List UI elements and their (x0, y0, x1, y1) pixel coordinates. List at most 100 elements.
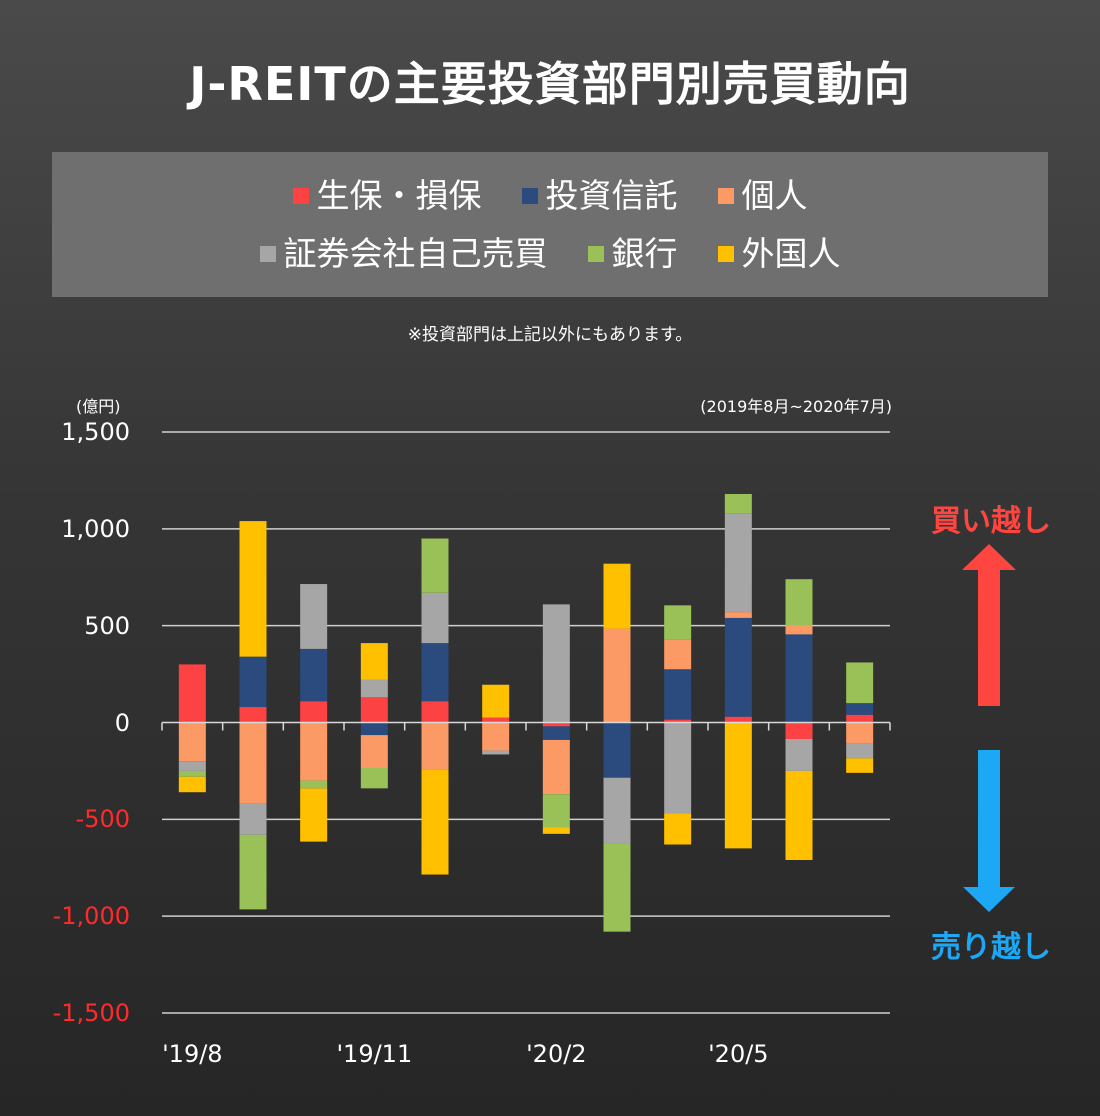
bar-segment (239, 656, 267, 708)
bar-segment (664, 719, 692, 723)
chart-title: J-REITの主要投資部門別売買動向 (189, 57, 911, 111)
y-tick-label: 1,500 (61, 418, 130, 446)
bar-segment (542, 604, 570, 723)
y-tick-label: -1,000 (52, 902, 130, 931)
bar-segment (664, 722, 692, 814)
bar-segment (603, 843, 631, 932)
bar-segment (724, 513, 752, 613)
bar-segment (542, 739, 570, 795)
y-tick-label: 500 (84, 611, 130, 640)
x-tick-label: '20/2 (526, 1040, 587, 1068)
bar-segment (542, 827, 570, 834)
legend-label: 個人 (741, 176, 808, 215)
y-axis-unit: (億円) (76, 397, 121, 416)
bar-segment (300, 722, 328, 781)
bar-segment (724, 716, 752, 723)
bar-segment (724, 612, 752, 618)
bar-segment (664, 813, 692, 845)
bar-segment (603, 777, 631, 844)
legend-label: 投資信託 (545, 176, 678, 215)
legend-item-foreign: 外国人 (717, 234, 841, 274)
x-tick-label: '19/11 (336, 1040, 413, 1068)
bar-segment (482, 750, 510, 755)
bar-segment (360, 643, 388, 680)
legend-row-2: 証券会社自己売買 銀行 外国人 (52, 234, 1048, 274)
bar-segment (846, 722, 874, 744)
bar-segment (239, 521, 267, 657)
y-tick-label: 1,000 (61, 514, 130, 543)
bar-segment (178, 776, 206, 793)
bar-segment (421, 769, 449, 875)
legend-item-insurance: 生保・損保 (292, 176, 482, 216)
bar-segment (542, 726, 570, 740)
bar-segment (785, 634, 813, 723)
bar-segment (421, 538, 449, 593)
legend-swatch (717, 188, 734, 204)
bar-segment (360, 735, 388, 769)
net-buy-label: 買い越し (931, 504, 1051, 539)
direction-arrows (962, 544, 1016, 912)
bar-segment (664, 669, 692, 720)
bar-segment (785, 738, 813, 771)
legend-item-individual: 個人 (717, 176, 808, 216)
bar-segment (421, 592, 449, 644)
bar-segment (239, 722, 267, 804)
x-tick-label: '19/8 (162, 1040, 223, 1068)
bar-segment (542, 722, 570, 727)
bar-segment (360, 697, 388, 723)
x-axis (161, 721, 891, 731)
bar-segment (360, 679, 388, 698)
bar-segment (421, 643, 449, 702)
bar-segment (300, 584, 328, 649)
down-arrow-icon (963, 750, 1015, 912)
legend-row-1: 生保・損保 投資信託 個人 (52, 176, 1048, 216)
bar-segment (178, 770, 206, 777)
legend-swatch (292, 188, 309, 204)
bar-segment (178, 664, 206, 723)
y-tick-label: 0 (114, 708, 130, 737)
bar-segment (724, 722, 752, 849)
bar-segment (178, 722, 206, 762)
bar-segment (300, 648, 328, 702)
bar-segment (178, 761, 206, 771)
bar-segment (482, 684, 510, 718)
bar-segment (482, 722, 510, 751)
legend-item-bank: 銀行 (587, 234, 678, 274)
bar-segment (785, 579, 813, 626)
legend-item-securities: 証券会社自己売買 (259, 234, 548, 274)
legend-swatch (587, 246, 604, 262)
gridlines (162, 431, 890, 1014)
bar-segment (846, 714, 874, 723)
legend: 生保・損保 投資信託 個人 証券会社自己売買 銀行 外国人 (52, 152, 1048, 297)
bar-segment (603, 722, 631, 778)
net-sell-label: 売り越し (931, 930, 1051, 965)
bar-segment (664, 605, 692, 640)
legend-label: 外国人 (741, 234, 841, 273)
bar-segment (724, 493, 752, 514)
bar-segment (239, 707, 267, 723)
bar-segment (300, 788, 328, 842)
footnote: ※投資部門は上記以外にもあります。 (407, 325, 693, 345)
legend-label: 生保・損保 (316, 176, 482, 215)
bar-segment (239, 803, 267, 835)
y-tick-label: -500 (75, 805, 130, 834)
bar-segment (785, 722, 813, 739)
bar-segment (785, 770, 813, 861)
bar-segment (239, 834, 267, 910)
bar-segment (300, 701, 328, 723)
bar-segment (846, 662, 874, 704)
bar-segment (724, 617, 752, 717)
bar-segment (421, 722, 449, 770)
bar-segment (482, 717, 510, 723)
bar-segment (421, 701, 449, 723)
bar-segment (664, 639, 692, 670)
legend-label: 証券会社自己売買 (283, 234, 548, 273)
legend-swatch (259, 246, 276, 262)
bar-segment (846, 758, 874, 773)
bars (178, 493, 874, 932)
bar-segment (603, 628, 631, 723)
bar-segment (542, 794, 570, 828)
legend-label: 銀行 (611, 234, 678, 273)
bar-segment (360, 768, 388, 789)
